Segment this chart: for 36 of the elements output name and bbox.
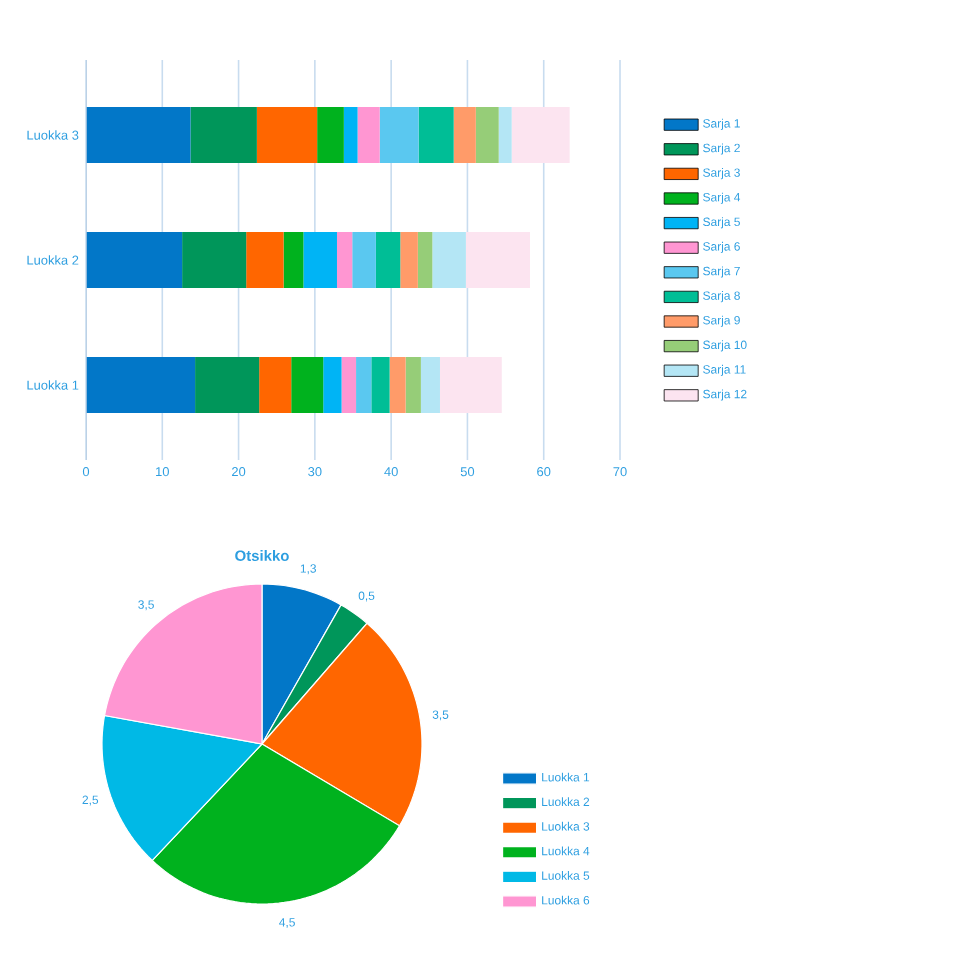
bar	[303, 231, 337, 288]
bar	[341, 356, 357, 413]
bar	[352, 231, 376, 288]
bar	[511, 106, 570, 163]
bar	[86, 356, 196, 413]
bar	[418, 106, 454, 163]
bar	[475, 106, 499, 163]
bar	[190, 106, 257, 163]
bar	[86, 231, 183, 288]
bar	[195, 356, 260, 413]
bar	[465, 231, 530, 288]
bar	[400, 231, 418, 288]
bar	[291, 356, 324, 413]
bar	[453, 106, 476, 163]
bar	[246, 231, 284, 288]
bar	[371, 356, 390, 413]
bar	[389, 356, 406, 413]
bar	[356, 356, 372, 413]
bar	[343, 106, 358, 163]
bar	[317, 106, 344, 163]
bar	[259, 356, 292, 413]
bar	[256, 106, 318, 163]
bar	[432, 231, 466, 288]
bar	[323, 356, 342, 413]
bar	[182, 231, 247, 288]
bar	[357, 106, 380, 163]
bar	[439, 356, 502, 413]
bar	[405, 356, 421, 413]
bar	[379, 106, 419, 163]
bar	[86, 106, 191, 163]
bar	[336, 231, 353, 288]
bar	[420, 356, 440, 413]
bar	[498, 106, 512, 163]
bar	[375, 231, 401, 288]
bar	[417, 231, 433, 288]
bar	[283, 231, 304, 288]
